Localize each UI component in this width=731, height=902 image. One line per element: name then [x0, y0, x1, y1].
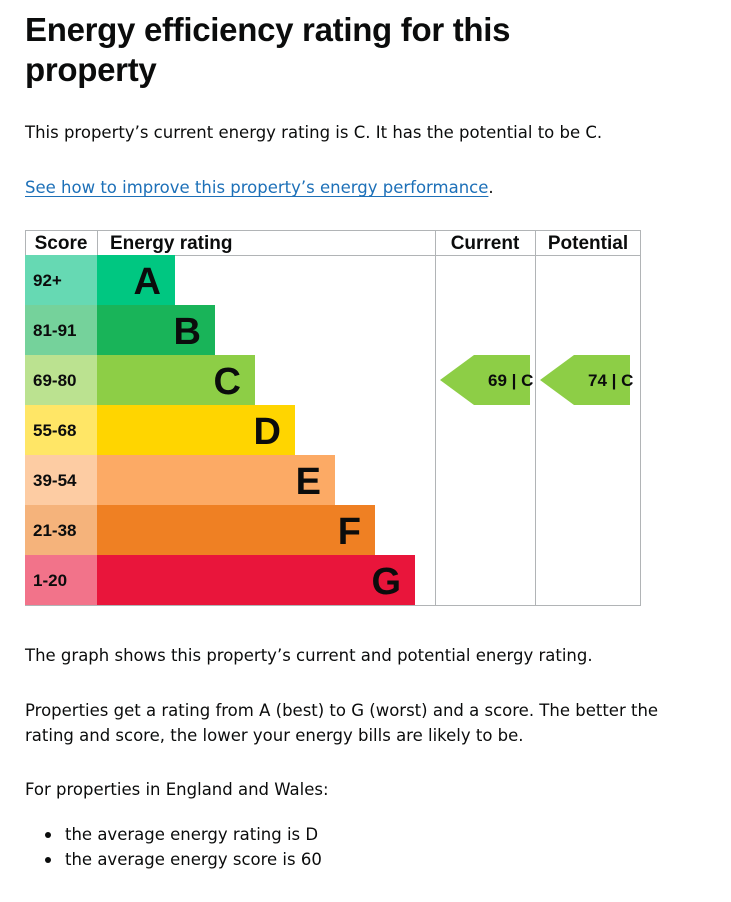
- improve-energy-performance-link[interactable]: See how to improve this property’s energ…: [25, 178, 489, 197]
- current-rating-text: This property’s current energy rating is…: [25, 123, 603, 142]
- rating-bar-d: [97, 405, 295, 455]
- link-suffix: .: [488, 178, 494, 197]
- page-title: Energy efficiency rating for this proper…: [25, 11, 511, 88]
- rating-letter: C: [214, 361, 241, 403]
- header-energy-rating: Energy rating: [110, 233, 232, 254]
- rating-letter: E: [296, 461, 321, 503]
- potential-rating-label: 74 | C: [588, 371, 633, 390]
- rating-letter: D: [254, 411, 281, 453]
- graph-description: The graph shows this property’s current …: [25, 646, 593, 665]
- score-label: 1-20: [33, 571, 67, 590]
- rating-letter: F: [338, 511, 361, 553]
- header-potential: Potential: [548, 233, 628, 254]
- rating-bar-g: [97, 555, 415, 605]
- averages-list: the average energy rating is D the avera…: [25, 822, 322, 872]
- score-cell: [25, 455, 97, 505]
- score-cell: [25, 355, 97, 405]
- score-label: 69-80: [33, 371, 76, 390]
- score-cell: [25, 505, 97, 555]
- score-cell: [25, 305, 97, 355]
- energy-rating-graph: Score Energy rating Current Potential 92+ A 81…: [25, 230, 641, 606]
- rating-bar-c: [97, 355, 255, 405]
- rating-letter: B: [174, 311, 201, 353]
- score-cell: [25, 255, 97, 305]
- energy-rating-chart: Score Energy rating Current Potential 92+ A 81…: [25, 230, 641, 606]
- score-cell: [25, 555, 97, 605]
- current-arrow: [440, 355, 530, 405]
- region-intro: For properties in England and Wales:: [25, 780, 329, 799]
- rating-bar-e: [97, 455, 335, 505]
- rating-bar-a: [97, 255, 175, 305]
- potential-arrow: [540, 355, 630, 405]
- current-rating-label: 69 | C: [488, 371, 533, 390]
- rating-letter: A: [134, 261, 161, 303]
- score-label: 81-91: [33, 321, 76, 340]
- improve-link-paragraph: See how to improve this property’s energ…: [25, 175, 665, 200]
- score-cell: [25, 405, 97, 455]
- header-current: Current: [451, 233, 520, 254]
- list-item: the average energy rating is D: [25, 822, 322, 847]
- rating-bar-f: [97, 505, 375, 555]
- rating-explanation: Properties get a rating from A (best) to…: [25, 701, 659, 745]
- rating-bar-b: [97, 305, 215, 355]
- score-label: 39-54: [33, 471, 77, 490]
- score-label: 21-38: [33, 521, 76, 540]
- list-item: the average energy score is 60: [25, 847, 322, 872]
- rating-letter: G: [371, 561, 401, 603]
- header-score: Score: [35, 233, 88, 254]
- score-label: 92+: [33, 271, 62, 290]
- score-label: 55-68: [33, 421, 76, 440]
